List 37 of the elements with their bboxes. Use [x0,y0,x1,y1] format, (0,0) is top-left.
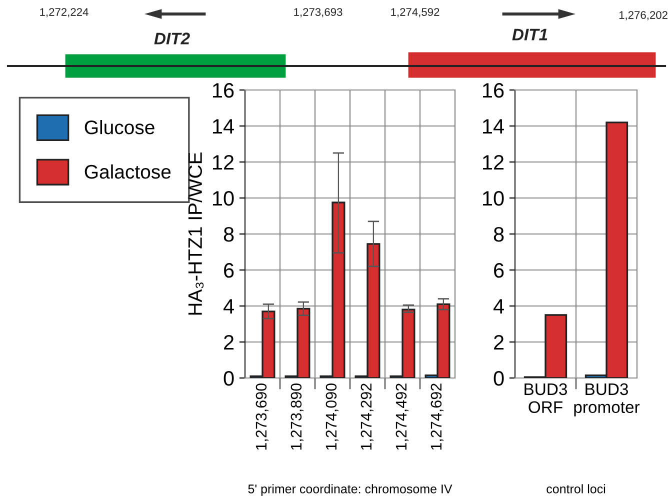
x-tick-label: 1,274,090 [326,383,338,450]
y-tick-label: 8 [494,227,504,242]
y-tick-label: 8 [224,227,234,242]
text: DIT1 [512,28,548,40]
x-tick-label: 1,273,690 [256,383,268,450]
y-tick-label: 4 [493,299,504,314]
text: 1,272,224 [40,8,88,18]
y-tick-label: 12 [483,155,504,170]
y-tick-label: 10 [213,191,234,206]
y-tick-label: 16 [483,83,504,98]
y-tick-label: 14 [483,119,504,134]
y-tick-label: 2 [224,335,234,350]
x-tick-label: 1,273,890 [290,383,304,450]
y-tick-label: 4 [223,299,234,314]
text: 1,274,592 [391,8,440,18]
y-tick-label: 10 [483,191,504,206]
y-tick-label: 16 [213,83,234,98]
y-tick-label: 2 [494,335,504,350]
y-tick-label: 6 [494,263,504,278]
x-tick-label: BUD3 ORF [524,383,567,414]
x-axis-title: 5' primer coordinate: chromosome IV [248,484,452,496]
x-axis-title: control loci [546,484,606,494]
legend-label: Glucose [84,120,154,134]
y-tick-label: 0 [224,371,234,386]
y-tick-label: 6 [224,263,234,278]
x-tick-label: 1,274,692 [430,384,444,450]
x-tick-label: 1,274,492 [396,384,408,450]
text: 1,273,693 [294,8,342,18]
y-tick-label: 14 [213,119,234,134]
text: 1,276,202 [619,11,668,20]
x-tick-label: BUD3 promoter [574,383,640,416]
y-tick-label: 0 [494,371,504,386]
x-tick-label: 1,274,292 [360,384,374,450]
y-axis-title: HA₃-HTZ1 IP/WCE [188,152,204,315]
y-tick-label: 12 [213,155,234,170]
legend-label: Galactose [84,164,171,179]
text: DIT2 [154,32,190,44]
